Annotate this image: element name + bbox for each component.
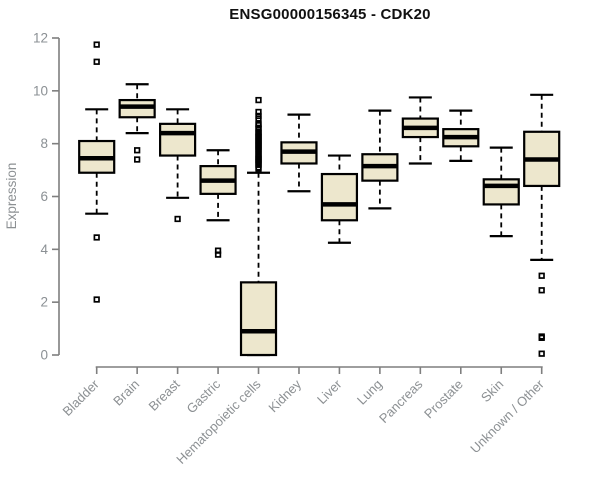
box-iqr <box>320 172 359 222</box>
outlier-point <box>255 96 262 104</box>
outlier-point <box>538 287 545 294</box>
y-axis-tick-label: 10 <box>33 83 48 98</box>
outlier-point <box>538 272 545 279</box>
outlier-point <box>134 156 141 163</box>
x-axis-category-label: Skin <box>478 377 506 405</box>
outlier-point <box>93 41 100 48</box>
y-axis-tick-label: 8 <box>40 136 48 151</box>
outlier-point <box>93 58 100 65</box>
outlier-point <box>538 334 545 341</box>
x-axis-category-label: Pancreas <box>376 376 426 426</box>
x-axis-category-label: Unknown / Other <box>467 376 547 456</box>
x-axis-category-label: Liver <box>314 376 345 407</box>
y-axis-tick-label: 6 <box>40 189 48 204</box>
x-axis-category-label: Lung <box>354 377 385 408</box>
x-axis-category-label: Gastric <box>183 376 223 416</box>
box-iqr <box>482 178 520 206</box>
box-iqr <box>239 281 278 357</box>
y-axis-title: Expression <box>4 163 19 230</box>
x-axis-category-label: Kidney <box>265 376 304 415</box>
x-axis-category-label: Breast <box>146 376 183 413</box>
x-axis-category-label: Brain <box>110 377 142 409</box>
outlier-point <box>93 296 100 303</box>
y-axis-tick-label: 12 <box>33 31 48 46</box>
outlier-point <box>134 147 141 154</box>
y-axis-tick-label: 4 <box>40 242 48 257</box>
x-axis-category-label: Prostate <box>421 377 466 422</box>
outlier-point <box>174 215 181 223</box>
x-axis-category-label: Bladder <box>60 376 103 419</box>
outlier-point <box>538 350 545 357</box>
outlier-point <box>255 165 262 172</box>
outlier-point <box>93 234 100 241</box>
y-axis-tick-label: 2 <box>40 295 48 310</box>
y-axis-tick-label: 0 <box>40 348 48 363</box>
chart-title: ENSG00000156345 - CDK20 <box>229 6 431 23</box>
box-iqr <box>159 122 197 157</box>
outlier-point <box>214 251 222 258</box>
